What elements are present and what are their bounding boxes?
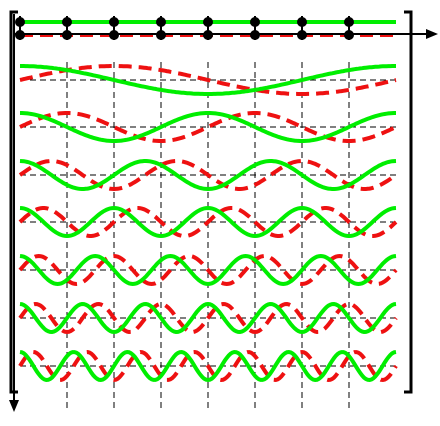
cosine-curve-mode-7 — [19, 349, 397, 383]
cosine-sample-dot — [156, 17, 166, 27]
vertical-arrowhead — [9, 400, 19, 412]
cosine-sample-dot — [62, 17, 72, 27]
sine-curve-mode-3 — [18, 158, 398, 192]
cosine-sample-dot — [109, 17, 119, 27]
cosine-curve-mode-4 — [19, 205, 397, 239]
cosine-curve-mode-2 — [20, 111, 396, 143]
frame — [9, 10, 438, 412]
cosine-curve-mode-3 — [19, 159, 397, 192]
cosine-sample-dot — [344, 17, 354, 27]
sine-curve-mode-4 — [18, 206, 398, 238]
cosine-sample-dot — [297, 17, 307, 27]
sine-curve-mode-6 — [18, 301, 398, 335]
sine-curve-mode-5 — [18, 253, 398, 287]
cosine-sample-dot — [15, 17, 25, 27]
sine-curve-mode-1 — [19, 64, 397, 96]
horizontal-arrowhead — [426, 29, 438, 39]
cosine-curve-mode-5 — [19, 253, 397, 287]
cosine-curve-mode-1 — [20, 64, 396, 96]
basis-curves — [18, 20, 398, 383]
cosine-curve-mode-6 — [19, 301, 397, 335]
sine-curve-mode-2 — [19, 111, 397, 143]
sine-curve-mode-7 — [18, 349, 398, 383]
sample-markers — [15, 16, 354, 40]
cosine-sample-dot — [203, 17, 213, 27]
right-bracket — [404, 10, 413, 394]
cosine-sample-dot — [250, 17, 260, 27]
